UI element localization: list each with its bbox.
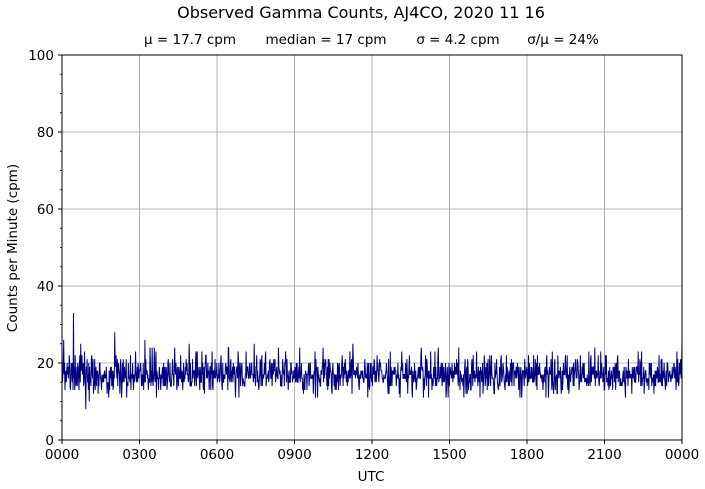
axis-ticks: 0000 0300 0600 0900 1200 1500 1800 2100 00000204… bbox=[28, 48, 699, 463]
series-line bbox=[61, 312, 683, 410]
x-tick-label: 0000 bbox=[665, 447, 699, 463]
x-tick-label: 2100 bbox=[587, 447, 621, 463]
y-tick-label: 20 bbox=[37, 356, 54, 372]
x-tick-label: 0000 bbox=[45, 447, 79, 463]
x-tick-label: 0900 bbox=[277, 447, 311, 463]
stat-mean: μ = 17.7 cpm bbox=[144, 32, 236, 48]
x-tick-label: 0300 bbox=[122, 447, 156, 463]
x-tick-label: 0600 bbox=[200, 447, 234, 463]
y-tick-label: 80 bbox=[37, 125, 54, 141]
stat-sigma: σ = 4.2 cpm bbox=[416, 32, 499, 48]
chart-title: Observed Gamma Counts, AJ4CO, 2020 11 16 bbox=[177, 3, 545, 22]
y-tick-label: 0 bbox=[45, 433, 54, 449]
y-tick-label: 60 bbox=[37, 202, 54, 218]
y-tick-label: 100 bbox=[28, 48, 54, 64]
y-axis-label: Counts per Minute (cpm) bbox=[5, 164, 21, 332]
x-axis-label: UTC bbox=[358, 469, 385, 485]
x-tick-label: 1800 bbox=[510, 447, 544, 463]
grid-lines bbox=[62, 55, 682, 440]
x-tick-label: 1500 bbox=[432, 447, 466, 463]
x-tick-label: 1200 bbox=[355, 447, 389, 463]
y-tick-label: 40 bbox=[37, 279, 54, 295]
stat-sigma-over-mean: σ/μ = 24% bbox=[527, 32, 599, 48]
stat-median: median = 17 cpm bbox=[265, 32, 386, 48]
